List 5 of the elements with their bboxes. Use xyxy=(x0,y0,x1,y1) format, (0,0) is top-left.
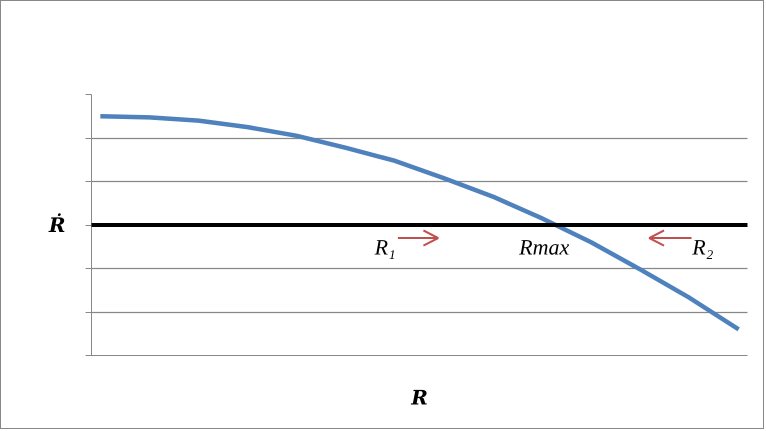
annotation: R₁ xyxy=(374,234,396,260)
annotation: R₂ xyxy=(691,234,714,260)
annotation: Rmax xyxy=(518,234,570,260)
y-axis-title: Ṙ xyxy=(48,213,66,237)
x-axis-title: R xyxy=(410,386,428,410)
